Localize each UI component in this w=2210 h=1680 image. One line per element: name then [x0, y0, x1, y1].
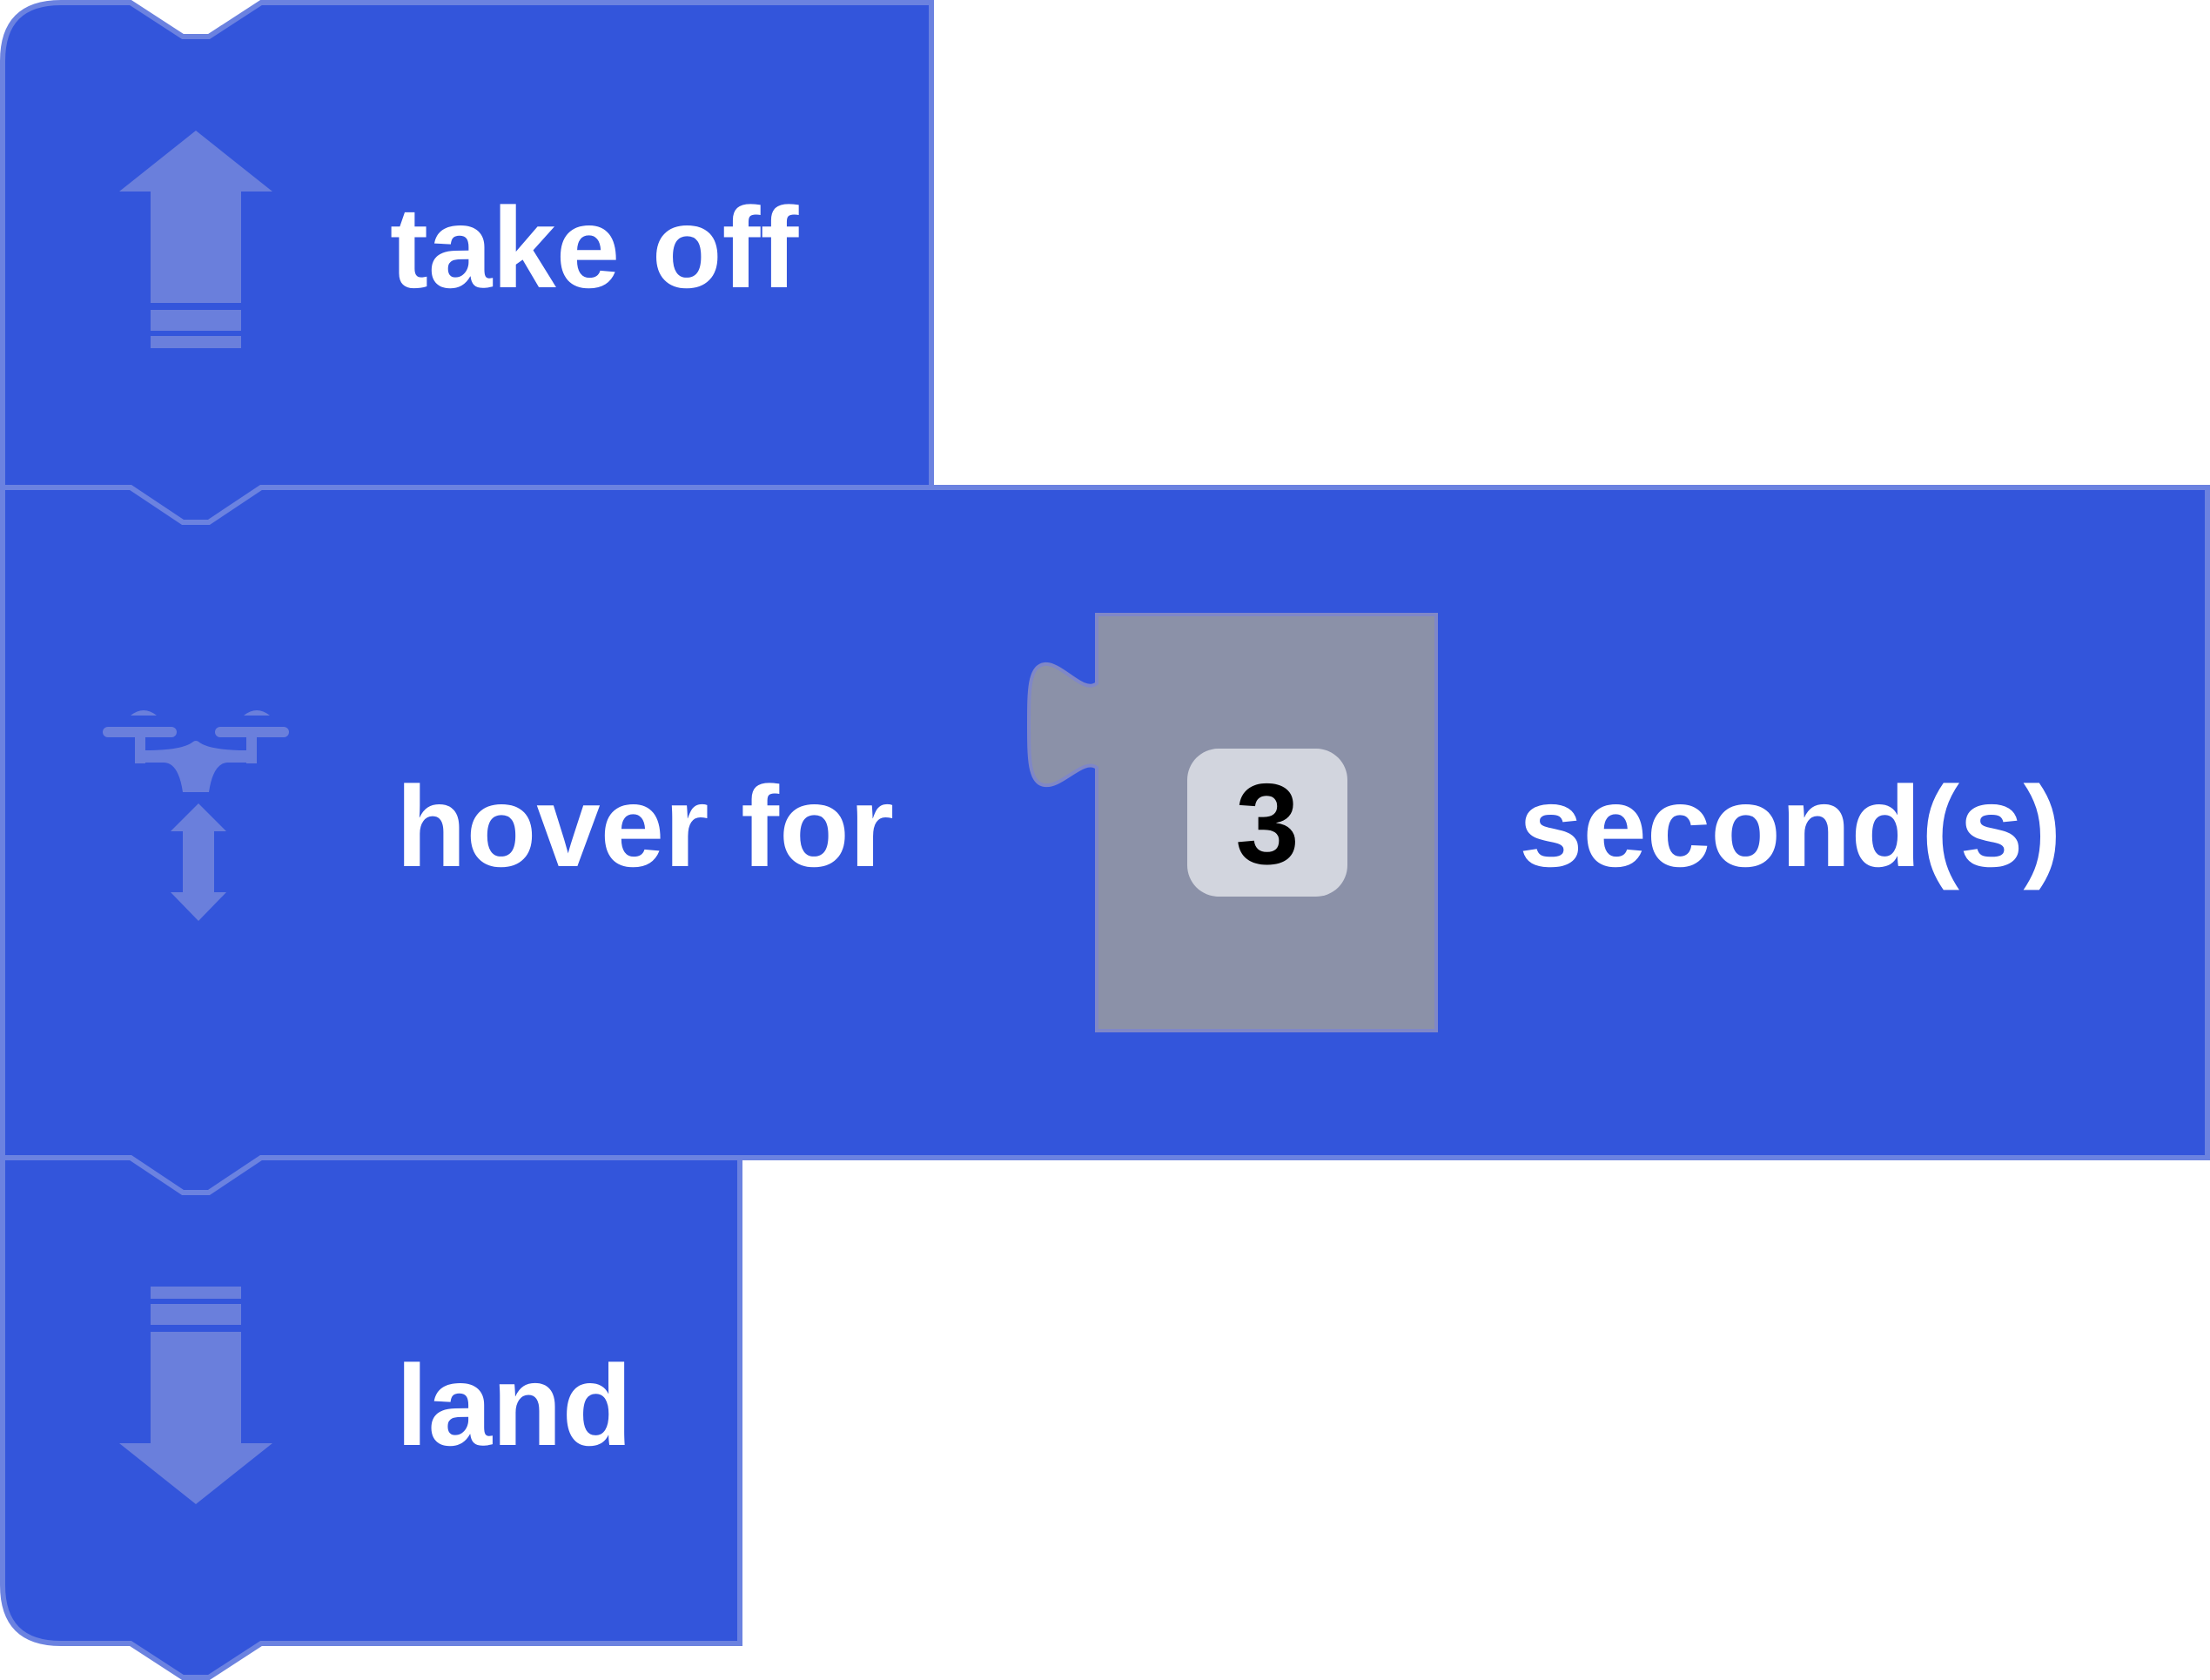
arrow-down-icon	[119, 1287, 272, 1504]
seconds-label: second(s)	[1519, 763, 2061, 890]
land-block[interactable]: land	[0, 1155, 742, 1680]
takeoff-block-body	[0, 0, 934, 525]
arrow-up-icon	[119, 131, 272, 348]
hover-label: hover for	[396, 763, 894, 890]
duration-field[interactable]	[1187, 749, 1347, 897]
hover-block[interactable]: hover for 3 second(s)	[0, 485, 2210, 1195]
takeoff-block[interactable]: take off	[0, 0, 934, 525]
value-socket[interactable]: 3	[1027, 613, 1438, 1032]
drone-hover-icon	[103, 710, 289, 921]
land-label: land	[396, 1341, 632, 1469]
duration-value: 3	[1235, 760, 1299, 888]
takeoff-label: take off	[390, 184, 799, 312]
